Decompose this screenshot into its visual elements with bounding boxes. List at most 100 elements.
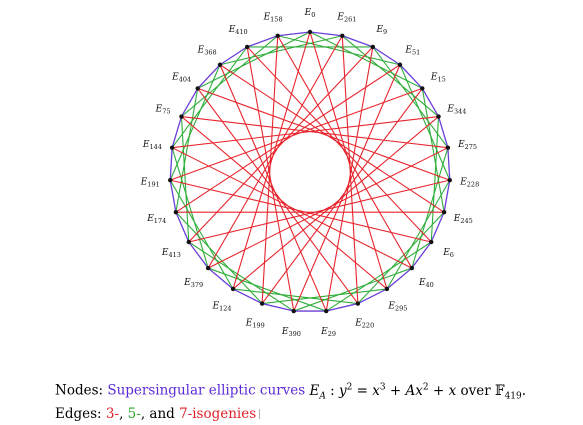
node-labels: E0 E261 E9 E51 E15 E344 E275 E228 E245 E6 E40 E295 E… xyxy=(140,8,479,338)
caption-edges-7: 7-isogenies xyxy=(179,406,257,423)
red-edge xyxy=(172,116,439,149)
node-dot xyxy=(441,209,447,215)
red-edge xyxy=(170,87,423,181)
node-dot xyxy=(436,114,441,119)
blue-edge xyxy=(430,211,445,243)
red-edge xyxy=(175,64,401,213)
node-label: E191 xyxy=(140,177,160,188)
blue-edge xyxy=(399,64,423,89)
caption-sep-1: , xyxy=(119,406,128,423)
blue-edge xyxy=(169,180,177,213)
red-edges xyxy=(170,31,450,312)
node-dot xyxy=(169,145,175,150)
green-edge xyxy=(169,179,234,290)
green-edge xyxy=(372,46,449,149)
green-edge xyxy=(171,46,248,149)
node-label: E29 xyxy=(320,327,336,338)
node-label: E228 xyxy=(459,177,479,188)
node-dot xyxy=(355,301,361,306)
node-dot xyxy=(420,86,425,91)
caption-line-1: Nodes: Supersingular elliptic curves EA … xyxy=(55,378,575,405)
green-edge xyxy=(277,35,401,66)
red-edge xyxy=(341,35,359,304)
node-label: E15 xyxy=(430,72,446,83)
blue-edge xyxy=(261,302,294,312)
node-dot xyxy=(179,114,184,119)
node-dot xyxy=(370,44,376,50)
node-dot xyxy=(324,308,329,314)
node-dot xyxy=(384,286,390,292)
green-edge xyxy=(233,288,358,305)
caption-nodes-prefix: Nodes: xyxy=(55,382,108,399)
node-label: E220 xyxy=(354,318,374,329)
node-label: E6 xyxy=(442,248,454,259)
node-dot xyxy=(205,265,211,271)
blue-edge xyxy=(372,46,401,66)
caption-sep-2: , and xyxy=(140,406,180,423)
red-edge xyxy=(277,35,413,269)
red-edge xyxy=(246,46,432,243)
green-edge xyxy=(175,88,199,213)
node-label: E410 xyxy=(228,25,248,36)
blue-edge xyxy=(171,116,183,148)
node-dot xyxy=(397,62,403,67)
node-dot xyxy=(230,286,236,292)
red-edge xyxy=(207,147,449,269)
blue-edge xyxy=(443,180,451,213)
green-edge xyxy=(411,147,449,269)
green-edge xyxy=(181,35,279,117)
red-edge xyxy=(197,87,450,181)
green-edge xyxy=(309,31,423,89)
node-label: E379 xyxy=(183,278,203,289)
blue-edge xyxy=(219,46,248,66)
node-label: E390 xyxy=(281,327,301,338)
green-edge xyxy=(207,267,327,312)
blue-edge xyxy=(207,267,234,290)
caption-nodes-label: Supersingular elliptic curves xyxy=(107,382,306,399)
node-label: E368 xyxy=(197,45,217,56)
node-dot xyxy=(244,44,250,50)
blue-edge xyxy=(180,88,199,117)
green-edge xyxy=(175,211,263,304)
node-dot xyxy=(409,265,415,271)
node-dot xyxy=(307,29,313,35)
node-label: E75 xyxy=(155,105,171,116)
node-label: E413 xyxy=(161,248,181,259)
caption: Nodes: Supersingular elliptic curves EA … xyxy=(55,378,575,423)
red-edge xyxy=(232,31,311,290)
green-edge xyxy=(219,35,343,66)
green-edge xyxy=(386,179,451,290)
node-label: E174 xyxy=(146,214,166,225)
blue-edge xyxy=(437,116,449,148)
blue-edge xyxy=(197,64,221,89)
green-edge xyxy=(188,241,295,312)
blue-edge xyxy=(175,211,190,243)
blue-edges xyxy=(169,31,451,312)
red-edge xyxy=(181,116,448,149)
node-label: E144 xyxy=(142,140,162,151)
red-edge xyxy=(170,179,432,243)
node-dot xyxy=(195,86,200,91)
blue-edge xyxy=(411,241,432,269)
blue-edge xyxy=(277,31,311,37)
blue-edge xyxy=(357,288,388,305)
node-label: E344 xyxy=(446,105,466,116)
node-label: E51 xyxy=(404,45,420,56)
blue-edge xyxy=(326,302,359,312)
blue-edge xyxy=(447,147,451,181)
green-edge xyxy=(197,31,311,89)
red-edge xyxy=(219,64,445,213)
text-cursor xyxy=(259,409,261,420)
red-edge xyxy=(246,46,295,312)
blue-edge xyxy=(232,288,263,305)
node-label: E245 xyxy=(453,214,473,225)
green-edge xyxy=(293,267,413,312)
green-edges xyxy=(169,31,451,312)
node-label: E295 xyxy=(387,302,407,313)
red-edge xyxy=(261,88,423,304)
red-edge xyxy=(181,116,388,290)
green-edge xyxy=(357,211,445,304)
red-edge xyxy=(197,88,359,304)
red-edge xyxy=(207,35,343,269)
caption-edges-3: 3- xyxy=(105,406,120,423)
